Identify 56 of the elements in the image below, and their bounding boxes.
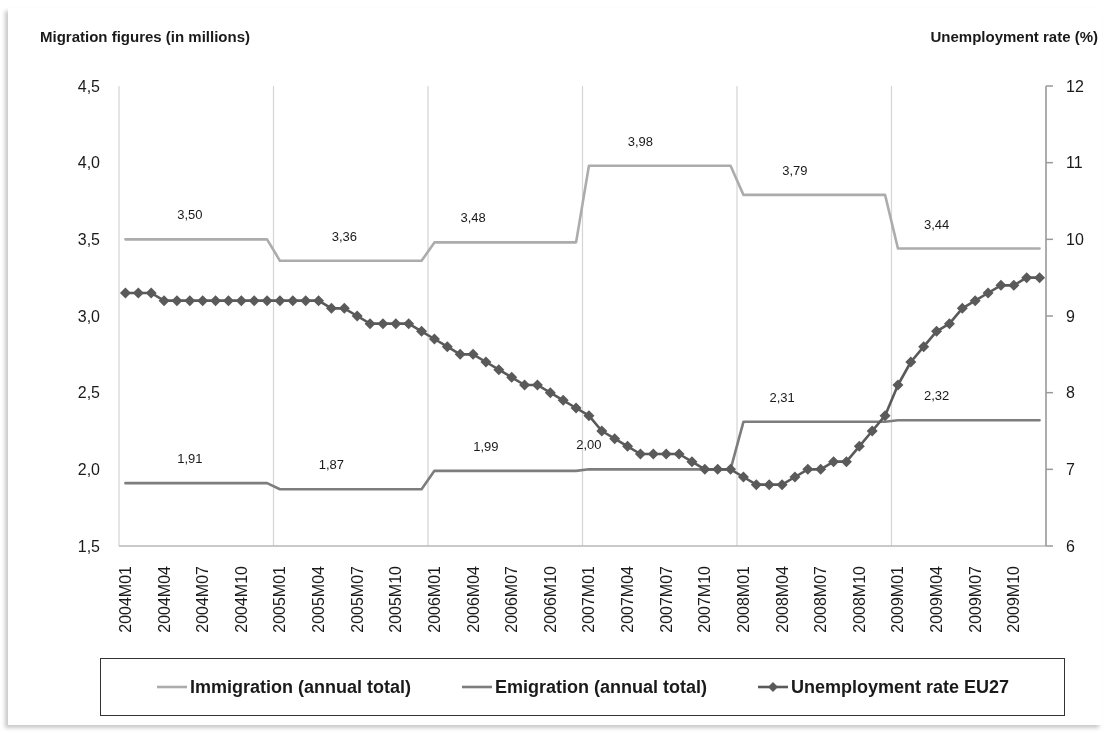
y2-tick-label: 7: [1066, 461, 1075, 479]
x-tick-label: 2006M01: [425, 565, 443, 633]
data-label: 1,91: [177, 451, 203, 467]
x-tick-label: 2005M01: [271, 565, 289, 633]
y-tick-label: 3,0: [77, 307, 101, 325]
data-label: 3,79: [782, 162, 808, 178]
y-tick-label: 4,5: [77, 77, 101, 95]
y2-tick-label: 9: [1066, 307, 1075, 325]
x-tick-label: 2007M01: [580, 565, 598, 633]
x-tick-label: 2005M10: [387, 565, 405, 633]
x-tick-label: 2007M04: [619, 565, 637, 633]
data-label: 2,00: [576, 437, 602, 453]
x-tick-label: 2004M04: [155, 565, 173, 633]
x-tick-label: 2008M10: [850, 565, 868, 633]
x-tick-label: 2004M10: [232, 565, 250, 633]
data-label: 3,36: [331, 228, 357, 244]
y-tick-label: 1,5: [77, 537, 101, 555]
y-tick-label: 2,5: [77, 384, 101, 402]
x-tick-label: 2008M01: [734, 565, 752, 633]
y2-axis-title: Unemployment rate (%): [930, 28, 1098, 45]
y-axis-title: Migration figures (in millions): [40, 28, 250, 45]
data-label: 3,44: [923, 216, 950, 232]
x-tick-label: 2007M10: [696, 565, 714, 633]
x-tick-label: 2009M01: [889, 565, 907, 633]
x-tick-label: 2008M04: [773, 565, 791, 633]
data-label: 3,50: [177, 207, 203, 223]
data-label: 3,48: [460, 210, 486, 226]
y-tick-label: 2,0: [77, 461, 101, 479]
x-tick-label: 2006M10: [541, 565, 559, 633]
legend-label: Emigration (annual total): [494, 676, 707, 698]
x-tick-label: 2009M04: [928, 565, 946, 633]
line-series: [124, 164, 1041, 263]
y2-tick-label: 10: [1066, 231, 1084, 249]
x-tick-label: 2006M04: [464, 565, 482, 633]
x-tick-label: 2008M07: [812, 565, 830, 633]
y2-tick-label: 6: [1066, 537, 1075, 555]
x-tick-label: 2004M01: [116, 565, 134, 633]
y2-tick-label: 8: [1066, 384, 1075, 402]
data-label: 2,31: [769, 389, 795, 405]
data-label: 1,87: [318, 457, 345, 473]
y-tick-label: 3,5: [77, 231, 101, 249]
data-label: 1,99: [473, 438, 499, 454]
y2-tick-label: 12: [1066, 77, 1084, 95]
x-tick-label: 2009M07: [966, 565, 984, 633]
x-tick-label: 2007M07: [657, 565, 675, 633]
legend-label: Immigration (annual total): [189, 676, 411, 698]
y2-tick-label: 11: [1066, 154, 1083, 172]
x-tick-label: 2006M07: [503, 565, 521, 633]
legend-label: Unemployment rate EU27: [790, 676, 1010, 698]
x-tick-label: 2005M04: [310, 565, 328, 633]
data-label: 2,32: [923, 388, 950, 404]
x-tick-label: 2009M10: [1005, 565, 1023, 633]
data-label: 3,98: [627, 133, 654, 149]
y-tick-label: 4,0: [77, 154, 101, 172]
x-tick-label: 2005M07: [348, 565, 366, 633]
x-tick-label: 2004M07: [194, 565, 212, 633]
